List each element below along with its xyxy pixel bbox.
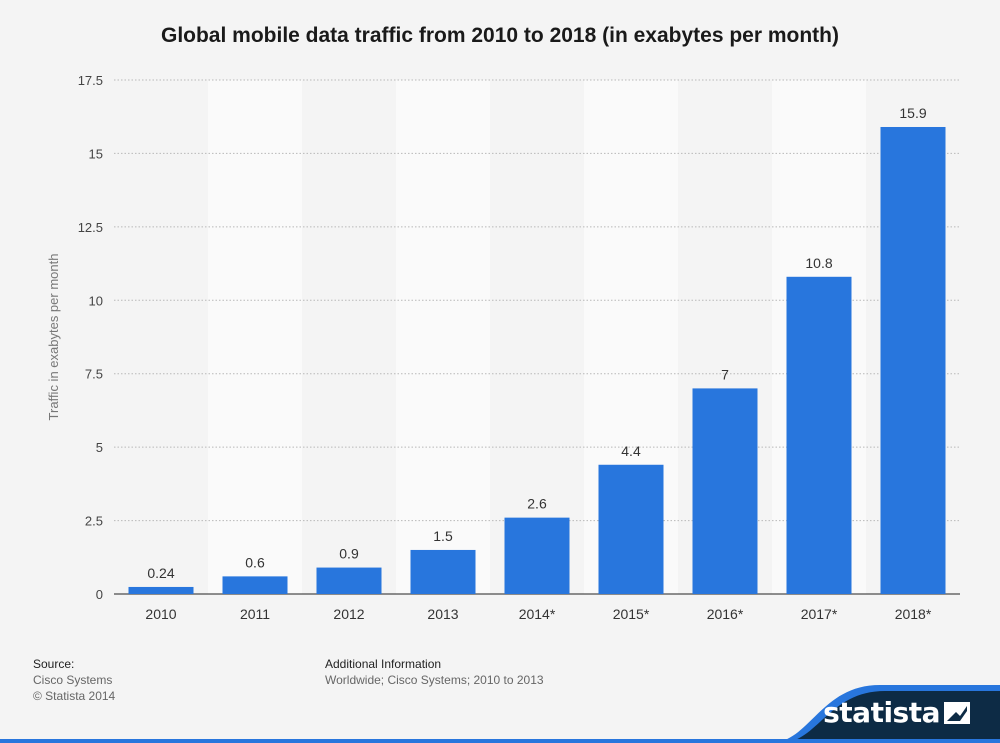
source-heading: Source: bbox=[33, 657, 75, 671]
y-tick-label: 0 bbox=[96, 587, 103, 602]
bar bbox=[128, 586, 194, 594]
additional-info-text: Worldwide; Cisco Systems; 2010 to 2013 bbox=[325, 673, 544, 687]
column-band bbox=[208, 80, 302, 594]
bar bbox=[692, 388, 758, 594]
x-tick-label: 2013 bbox=[427, 606, 458, 622]
bar bbox=[222, 576, 288, 594]
statista-mark-icon bbox=[944, 702, 970, 724]
x-tick-label: 2012 bbox=[333, 606, 364, 622]
logo-wordmark: statista bbox=[823, 696, 940, 729]
data-label: 0.9 bbox=[339, 546, 359, 562]
source-block: Source: Cisco Systems © Statista 2014 bbox=[33, 657, 115, 703]
y-tick-label: 17.5 bbox=[78, 73, 103, 88]
additional-info-heading: Additional Information bbox=[325, 657, 442, 671]
data-label: 0.6 bbox=[245, 554, 265, 570]
y-tick-label: 7.5 bbox=[85, 367, 103, 382]
x-tick-label: 2016* bbox=[707, 606, 744, 622]
statista-logo-area[interactable]: statista bbox=[770, 683, 1000, 743]
y-tick-label: 10 bbox=[89, 293, 103, 308]
source-line-2: © Statista 2014 bbox=[33, 689, 116, 703]
chart-title: Global mobile data traffic from 2010 to … bbox=[160, 24, 839, 47]
data-label: 2.6 bbox=[527, 496, 547, 512]
x-tick-label: 2014* bbox=[519, 606, 556, 622]
x-tick-label: 2010 bbox=[145, 606, 176, 622]
bottom-accent-stripe bbox=[0, 739, 1000, 743]
data-label: 7 bbox=[721, 366, 729, 382]
x-tick-label: 2015* bbox=[613, 606, 650, 622]
data-label: 15.9 bbox=[899, 105, 926, 121]
bar bbox=[504, 517, 570, 594]
column-band bbox=[396, 80, 490, 594]
x-tick-label: 2018* bbox=[895, 606, 932, 622]
bar-chart: 0 2.5 5 7.5 10 12.5 15 17.5 Traffic in exabytes … bbox=[46, 73, 960, 622]
data-label: 1.5 bbox=[433, 528, 453, 544]
data-label: 4.4 bbox=[621, 443, 641, 459]
y-tick-label: 5 bbox=[96, 440, 103, 455]
data-label: 10.8 bbox=[805, 255, 832, 271]
bar bbox=[786, 276, 852, 594]
bar bbox=[598, 464, 664, 594]
x-tick-label: 2017* bbox=[801, 606, 838, 622]
y-tick-label: 2.5 bbox=[85, 514, 103, 529]
additional-info-block: Additional Information Worldwide; Cisco … bbox=[325, 657, 544, 687]
x-tick-label: 2011 bbox=[240, 606, 270, 622]
bar bbox=[316, 567, 382, 594]
bar bbox=[410, 549, 476, 594]
source-line-1: Cisco Systems bbox=[33, 673, 113, 687]
y-axis-title: Traffic in exabytes per month bbox=[46, 254, 61, 421]
y-tick-label: 15 bbox=[89, 146, 103, 161]
bar bbox=[880, 126, 946, 594]
data-label: 0.24 bbox=[147, 565, 174, 581]
y-tick-label: 12.5 bbox=[78, 220, 103, 235]
